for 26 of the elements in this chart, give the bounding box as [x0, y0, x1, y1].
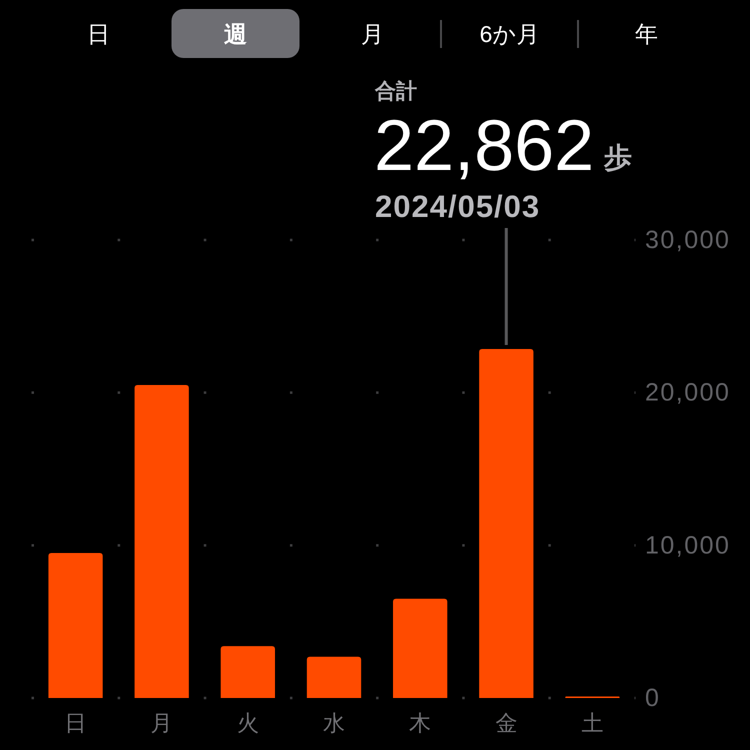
x-tick-label: 日 — [64, 710, 87, 736]
x-tick-label: 火 — [236, 710, 259, 736]
x-tick-label: 月 — [150, 710, 173, 736]
y-tick-label: 20,000 — [645, 378, 730, 407]
x-tick-label: 土 — [581, 710, 604, 736]
text: 年 — [635, 21, 658, 47]
text: 日 — [87, 21, 110, 47]
bar — [220, 646, 275, 698]
bar — [393, 598, 448, 698]
text: 歩 — [603, 142, 632, 173]
x-tick-label: 水 — [323, 710, 345, 736]
text: 週 — [224, 21, 247, 47]
text: 合計 — [374, 80, 417, 103]
y-tick-label: 10,000 — [645, 531, 730, 560]
bar — [306, 656, 362, 698]
y-tick-label: 30,000 — [645, 226, 730, 254]
text: 2024/05/03 — [375, 189, 540, 224]
annotation: 22,862 — [374, 106, 594, 186]
bar — [48, 552, 103, 698]
text: 6か月 — [480, 21, 540, 47]
x-tick-label: 木 — [409, 710, 432, 736]
bar — [479, 348, 534, 698]
text: 月 — [361, 21, 384, 47]
bar — [134, 385, 189, 698]
x-tick-label: 金 — [495, 710, 518, 736]
y-tick-label: 0 — [645, 684, 660, 712]
